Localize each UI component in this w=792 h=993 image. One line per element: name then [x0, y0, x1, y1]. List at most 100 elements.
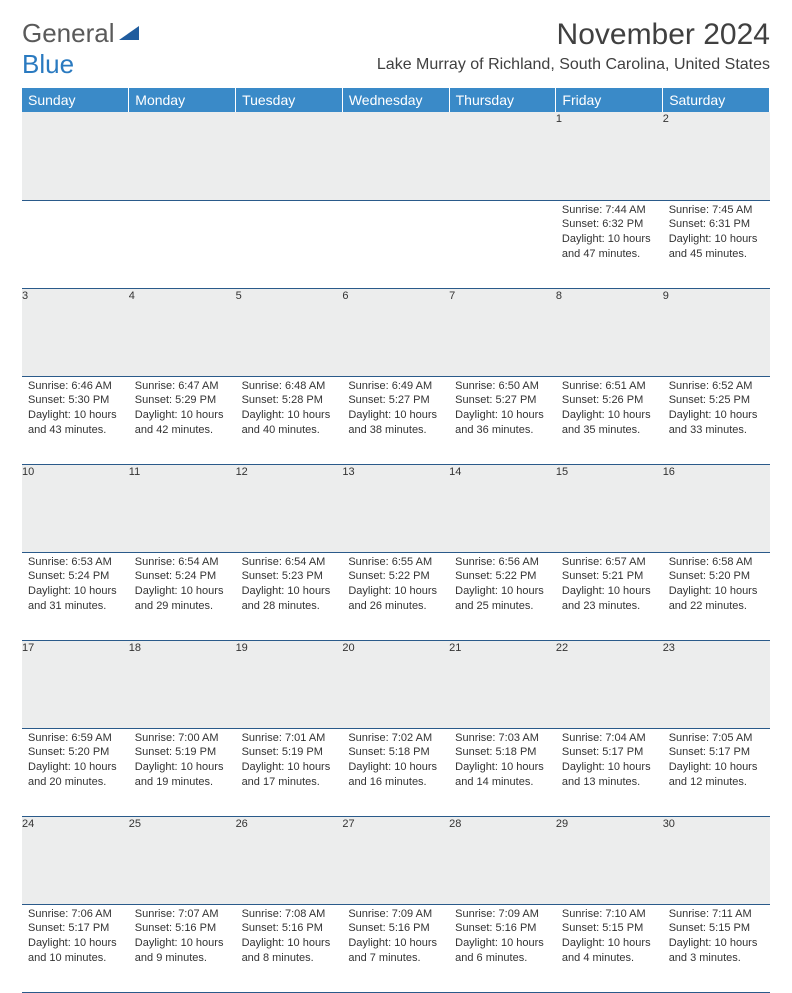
day-number: 5 [236, 288, 343, 376]
day-cell: Sunrise: 7:09 AMSunset: 5:16 PMDaylight:… [342, 904, 449, 992]
location: Lake Murray of Richland, South Carolina,… [377, 56, 770, 74]
daylight-text: Daylight: 10 hours and 3 minutes. [669, 936, 764, 966]
sunrise-text: Sunrise: 7:10 AM [562, 907, 657, 922]
day-cell: Sunrise: 7:03 AMSunset: 5:18 PMDaylight:… [449, 728, 556, 816]
sunset-text: Sunset: 5:22 PM [455, 569, 550, 584]
sunset-text: Sunset: 5:22 PM [348, 569, 443, 584]
sunset-text: Sunset: 5:20 PM [669, 569, 764, 584]
day-number: 11 [129, 464, 236, 552]
sunset-text: Sunset: 5:16 PM [455, 921, 550, 936]
day-number [342, 112, 449, 200]
sunset-text: Sunset: 5:25 PM [669, 393, 764, 408]
sunrise-text: Sunrise: 6:57 AM [562, 555, 657, 570]
sunset-text: Sunset: 5:18 PM [348, 745, 443, 760]
day-number: 29 [556, 816, 663, 904]
day-cell: Sunrise: 7:00 AMSunset: 5:19 PMDaylight:… [129, 728, 236, 816]
sunset-text: Sunset: 5:17 PM [562, 745, 657, 760]
day-number: 20 [342, 640, 449, 728]
day-cell: Sunrise: 6:47 AMSunset: 5:29 PMDaylight:… [129, 376, 236, 464]
day-cell: Sunrise: 6:58 AMSunset: 5:20 PMDaylight:… [663, 552, 770, 640]
day-cell: Sunrise: 6:56 AMSunset: 5:22 PMDaylight:… [449, 552, 556, 640]
logo-text-blue: Blue [22, 49, 74, 79]
day-cell: Sunrise: 7:02 AMSunset: 5:18 PMDaylight:… [342, 728, 449, 816]
sunrise-text: Sunrise: 7:08 AM [242, 907, 337, 922]
day-number-row: 17181920212223 [22, 640, 770, 728]
sunset-text: Sunset: 5:30 PM [28, 393, 123, 408]
sunset-text: Sunset: 5:19 PM [135, 745, 230, 760]
sunset-text: Sunset: 5:15 PM [562, 921, 657, 936]
sunset-text: Sunset: 5:27 PM [455, 393, 550, 408]
daylight-text: Daylight: 10 hours and 17 minutes. [242, 760, 337, 790]
day-cell [22, 200, 129, 288]
sunrise-text: Sunrise: 7:04 AM [562, 731, 657, 746]
logo-triangle-icon [119, 18, 141, 49]
day-content-row: Sunrise: 6:59 AMSunset: 5:20 PM Daylight:… [22, 728, 770, 816]
sunset-text: Sunset: 5:27 PM [348, 393, 443, 408]
sunset-text: Sunset: 5:17 PM [669, 745, 764, 760]
day-cell [342, 200, 449, 288]
sunrise-text: Sunrise: 6:59 AM [28, 731, 123, 746]
sunset-text: Sunset: 5:29 PM [135, 393, 230, 408]
day-cell: Sunrise: 7:07 AMSunset: 5:16 PMDaylight:… [129, 904, 236, 992]
day-number: 7 [449, 288, 556, 376]
sunrise-text: Sunrise: 7:02 AM [348, 731, 443, 746]
day-cell: Sunrise: 7:06 AMSunset: 5:17 PMDaylight:… [22, 904, 129, 992]
day-number: 3 [22, 288, 129, 376]
day-cell: Sunrise: 6:51 AMSunset: 5:26 PMDaylight:… [556, 376, 663, 464]
daylight-text: Daylight: 10 hours and 22 minutes. [669, 584, 764, 614]
sunset-text: Sunset: 5:20 PM [28, 745, 123, 760]
dow-wednesday: Wednesday [342, 88, 449, 112]
sunset-text: Sunset: 6:32 PM [562, 217, 657, 232]
sunrise-text: Sunrise: 6:54 AM [242, 555, 337, 570]
sunrise-text: Sunrise: 6:46 AM [28, 379, 123, 394]
sunset-text: Sunset: 5:18 PM [455, 745, 550, 760]
month-title: November 2024 [377, 18, 770, 52]
daylight-text: Daylight: 10 hours and 33 minutes. [669, 408, 764, 438]
day-cell: Sunrise: 6:48 AMSunset: 5:28 PMDaylight:… [236, 376, 343, 464]
sunrise-text: Sunrise: 7:44 AM [562, 203, 657, 218]
sunset-text: Sunset: 5:16 PM [242, 921, 337, 936]
daylight-text: Daylight: 10 hours and 19 minutes. [135, 760, 230, 790]
daylight-text: Daylight: 10 hours and 35 minutes. [562, 408, 657, 438]
day-cell: Sunrise: 6:54 AMSunset: 5:24 PMDaylight:… [129, 552, 236, 640]
sunset-text: Sunset: 5:24 PM [135, 569, 230, 584]
day-number: 26 [236, 816, 343, 904]
daylight-text: Daylight: 10 hours and 8 minutes. [242, 936, 337, 966]
day-cell [236, 200, 343, 288]
daylight-text: Daylight: 10 hours and 16 minutes. [348, 760, 443, 790]
day-cell: Sunrise: 6:54 AMSunset: 5:23 PMDaylight:… [236, 552, 343, 640]
day-cell: Sunrise: 7:01 AMSunset: 5:19 PMDaylight:… [236, 728, 343, 816]
day-number: 10 [22, 464, 129, 552]
sunrise-text: Sunrise: 6:56 AM [455, 555, 550, 570]
sunrise-text: Sunrise: 6:47 AM [135, 379, 230, 394]
sunset-text: Sunset: 5:28 PM [242, 393, 337, 408]
dow-header-row: Sunday Monday Tuesday Wednesday Thursday… [22, 88, 770, 112]
day-cell: Sunrise: 6:49 AMSunset: 5:27 PMDaylight:… [342, 376, 449, 464]
day-cell: Sunrise: 7:45 AMSunset: 6:31 PMDaylight:… [663, 200, 770, 288]
sunset-text: Sunset: 5:26 PM [562, 393, 657, 408]
day-cell: Sunrise: 6:46 AMSunset: 5:30 PMDaylight:… [22, 376, 129, 464]
sunrise-text: Sunrise: 7:06 AM [28, 907, 123, 922]
sunrise-text: Sunrise: 7:05 AM [669, 731, 764, 746]
day-cell: Sunrise: 6:55 AMSunset: 5:22 PMDaylight:… [342, 552, 449, 640]
day-number: 30 [663, 816, 770, 904]
day-number: 17 [22, 640, 129, 728]
day-number: 18 [129, 640, 236, 728]
day-content-row: Sunrise: 6:53 AMSunset: 5:24 PMDaylight:… [22, 552, 770, 640]
daylight-text: Daylight: 10 hours and 7 minutes. [348, 936, 443, 966]
day-number: 28 [449, 816, 556, 904]
daylight-text: Daylight: 10 hours and 31 minutes. [28, 584, 123, 614]
dow-thursday: Thursday [449, 88, 556, 112]
day-cell: Sunrise: 7:08 AMSunset: 5:16 PMDaylight:… [236, 904, 343, 992]
day-cell: Sunrise: 6:52 AMSunset: 5:25 PMDaylight:… [663, 376, 770, 464]
day-number: 21 [449, 640, 556, 728]
daylight-text: Daylight: 10 hours and 43 minutes. [28, 408, 123, 438]
daylight-text: Daylight: 10 hours and 6 minutes. [455, 936, 550, 966]
daylight-text: Daylight: 10 hours and 10 minutes. [28, 936, 123, 966]
sunset-text: Sunset: 5:17 PM [28, 921, 123, 936]
daylight-text: Daylight: 10 hours and 28 minutes. [242, 584, 337, 614]
dow-monday: Monday [129, 88, 236, 112]
sunset-text: Sunset: 6:31 PM [669, 217, 764, 232]
day-number: 19 [236, 640, 343, 728]
day-cell: Sunrise: 7:10 AMSunset: 5:15 PMDaylight:… [556, 904, 663, 992]
